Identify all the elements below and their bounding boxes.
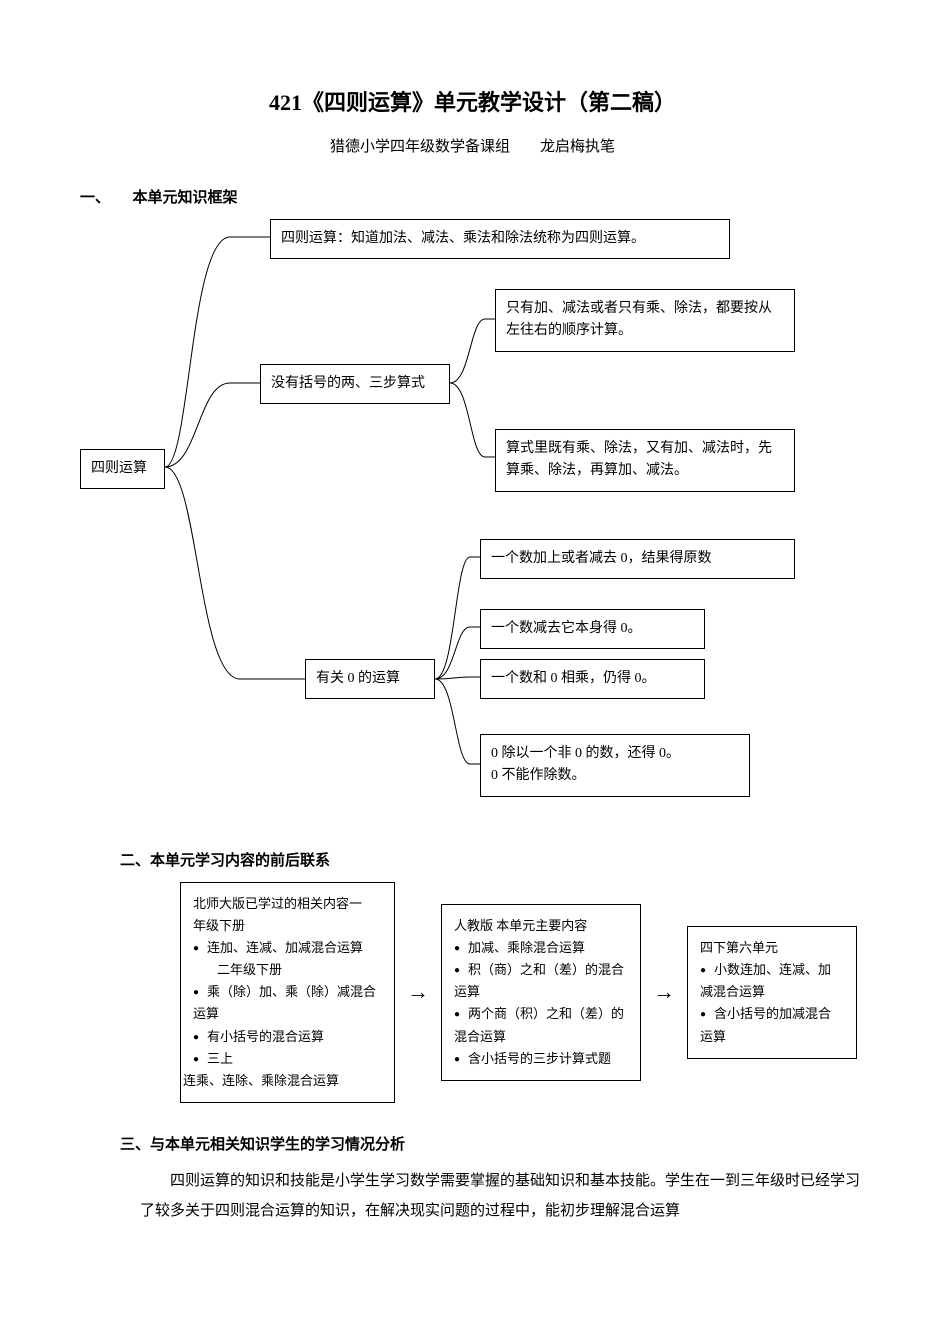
box1-sub: 二年级下册 <box>217 959 382 981</box>
box3-line1: 四下第六单元 <box>700 937 844 959</box>
box2-b4: 含小括号的三步计算式题 <box>454 1048 628 1070</box>
definition-node: 四则运算：知道加法、减法、乘法和除法统称为四则运算。 <box>270 219 730 259</box>
future-content-box: 四下第六单元 小数连加、连减、加减混合运算 含小括号的加减混合运算 <box>687 926 857 1058</box>
branch2-leaf4b: 0 不能作除数。 <box>491 768 586 783</box>
box2-b1: 加减、乘除混合运算 <box>454 937 628 959</box>
branch2-leaf4a: 0 除以一个非 0 的数，还得 0。 <box>491 746 680 761</box>
box3-b2: 含小括号的加减混合运算 <box>700 1003 844 1047</box>
content-flow-row: 北师大版已学过的相关内容一 年级下册 连加、连减、加减混合运算 二年级下册 乘（… <box>180 882 865 1103</box>
branch1-leaf2: 算式里既有乘、除法，又有加、减法时，先算乘、除法，再算加、减法。 <box>495 429 795 492</box>
branch1-leaf1: 只有加、减法或者只有乘、除法，都要按从左往右的顺序计算。 <box>495 289 795 352</box>
box1-line3: 连乘、连除、乘除混合运算 <box>183 1070 382 1092</box>
branch2-label: 有关 0 的运算 <box>305 659 435 699</box>
section-3-heading: 三、与本单元相关知识学生的学习情况分析 <box>120 1133 865 1154</box>
prior-content-box: 北师大版已学过的相关内容一 年级下册 连加、连减、加减混合运算 二年级下册 乘（… <box>180 882 395 1103</box>
box1-line2: 年级下册 <box>193 915 382 937</box>
box1-b1: 连加、连减、加减混合运算 <box>193 937 382 959</box>
branch2-leaf1: 一个数加上或者减去 0，结果得原数 <box>480 539 795 579</box>
branch2-leaf3: 一个数和 0 相乘，仍得 0。 <box>480 659 705 699</box>
box3-b1: 小数连加、连减、加减混合运算 <box>700 959 844 1003</box>
subtitle-author: 龙启梅执笔 <box>540 139 615 155</box>
section-1-heading: 一、 本单元知识框架 <box>80 186 865 207</box>
current-content-box: 人教版 本单元主要内容 加减、乘除混合运算 积（商）之和（差）的混合运算 两个商… <box>441 904 641 1081</box>
branch2-leaf2: 一个数减去它本身得 0。 <box>480 609 705 649</box>
branch1-label: 没有括号的两、三步算式 <box>260 364 450 404</box>
box2-line1: 人教版 本单元主要内容 <box>454 915 628 937</box>
page-title: 421《四则运算》单元教学设计（第二稿） <box>80 85 865 117</box>
page-subtitle: 猎德小学四年级数学备课组 龙启梅执笔 <box>80 135 865 156</box>
branch2-leaf4: 0 除以一个非 0 的数，还得 0。 0 不能作除数。 <box>480 734 750 797</box>
box1-b3: 有小括号的混合运算 <box>193 1026 382 1048</box>
box1-line1: 北师大版已学过的相关内容一 <box>193 893 382 915</box>
arrow-2: → <box>653 979 675 1005</box>
box1-b4: 三上 <box>193 1048 382 1070</box>
arrow-1: → <box>407 979 429 1005</box>
section-3-paragraph: 四则运算的知识和技能是小学生学习数学需要掌握的基础知识和基本技能。学生在一到三年… <box>140 1166 865 1226</box>
subtitle-department: 猎德小学四年级数学备课组 <box>330 139 510 155</box>
box1-b2: 乘（除）加、乘（除）减混合运算 <box>193 981 382 1025</box>
box2-b3: 两个商（积）之和（差）的混合运算 <box>454 1003 628 1047</box>
box2-b2: 积（商）之和（差）的混合运算 <box>454 959 628 1003</box>
root-node: 四则运算 <box>80 449 165 489</box>
knowledge-framework-diagram: 四则运算 四则运算：知道加法、减法、乘法和除法统称为四则运算。 没有括号的两、三… <box>80 219 865 839</box>
section-2-heading: 二、本单元学习内容的前后联系 <box>120 849 865 870</box>
